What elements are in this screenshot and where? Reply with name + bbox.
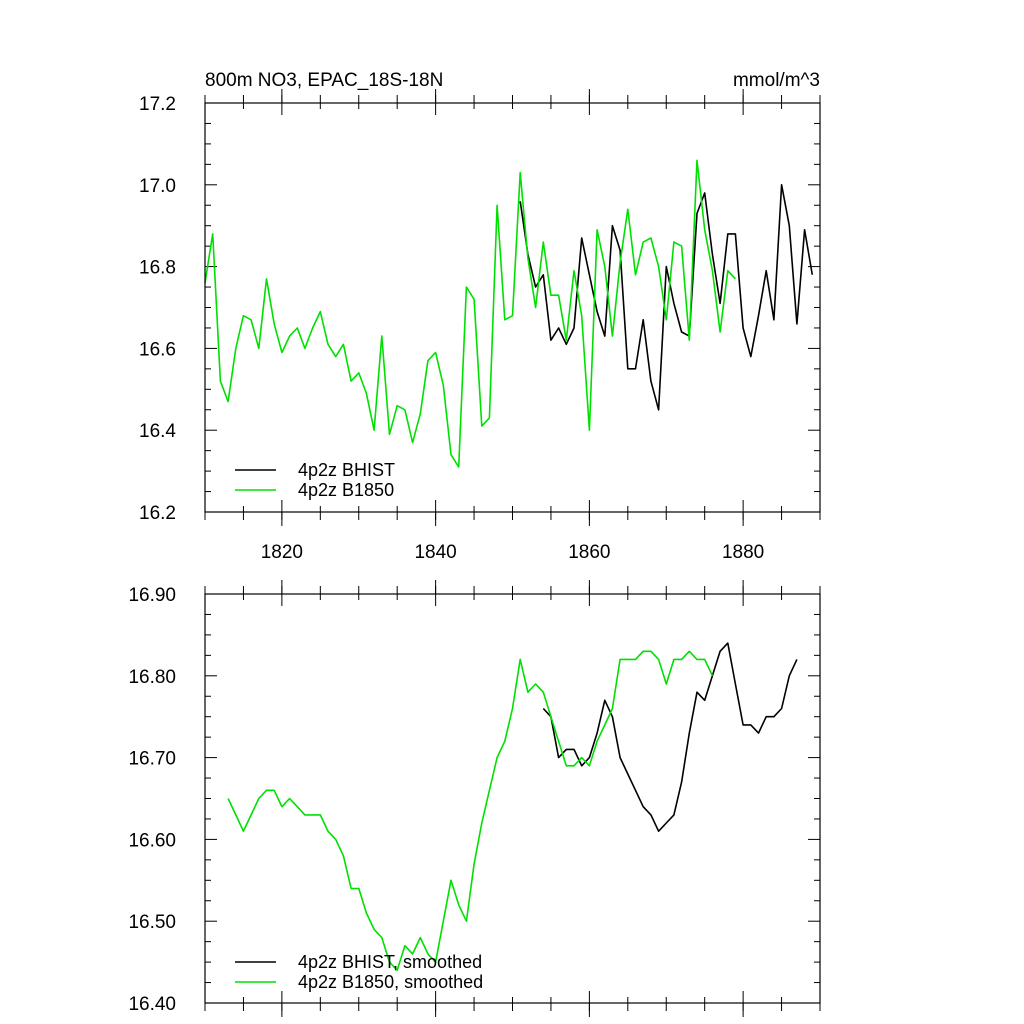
top-panel-legend: 4p2z BHIST 4p2z B1850 [235,460,395,500]
top-panel-frame [204,102,821,513]
top-panel-units: mmol/m^3 [733,70,820,91]
y-tick-label: 17.2 [139,94,176,115]
y-tick-label: 16.50 [128,912,176,933]
y-tick-label: 16.90 [128,585,176,606]
top-panel: 800m NO3, EPAC_18S-18N mmol/m^3 16.2 16.4… [139,70,821,563]
y-tick-label: 17.0 [139,176,176,197]
y-tick-label: 16.4 [139,421,176,442]
bottom-panel-ticks: 16.40 16.50 16.60 16.70 16.80 16.90 [128,580,821,1017]
x-tick-label: 1880 [722,542,764,563]
series-line-b1850 [204,159,736,468]
y-tick-label: 16.70 [128,749,176,770]
legend-label-bhist-smoothed: 4p2z BHIST, smoothed [298,952,482,972]
y-tick-label: 16.2 [139,503,176,524]
y-tick-label: 16.80 [128,667,176,688]
x-tick-label: 1860 [568,542,610,563]
y-tick-label: 16.6 [139,339,176,360]
legend-label-b1850-smoothed: 4p2z B1850, smoothed [298,972,483,992]
x-tick-label: 1820 [261,542,303,563]
y-tick-label: 16.60 [128,830,176,851]
series-line-b1850 [227,650,714,972]
y-tick-label: 16.8 [139,258,176,279]
x-tick-label: 1840 [414,542,456,563]
series-line-bhist [519,184,814,411]
legend-label-bhist: 4p2z BHIST [298,460,395,480]
bottom-panel: 16.40 16.50 16.60 16.70 16.80 16.90 4p2z BHIS… [128,580,821,1017]
y-tick-label: 16.40 [128,994,176,1015]
top-panel-series [204,159,814,468]
bottom-panel-frame [204,593,821,1004]
bottom-panel-series [227,642,798,972]
top-panel-title: 800m NO3, EPAC_18S-18N [205,70,443,91]
top-panel-ticks: 16.2 16.4 16.6 16.8 17.0 17.2 1820 1840 1860 1880 [139,89,821,563]
legend-label-b1850: 4p2z B1850 [298,480,394,500]
bottom-panel-legend: 4p2z BHIST, smoothed 4p2z B1850, smoothe… [235,952,483,992]
